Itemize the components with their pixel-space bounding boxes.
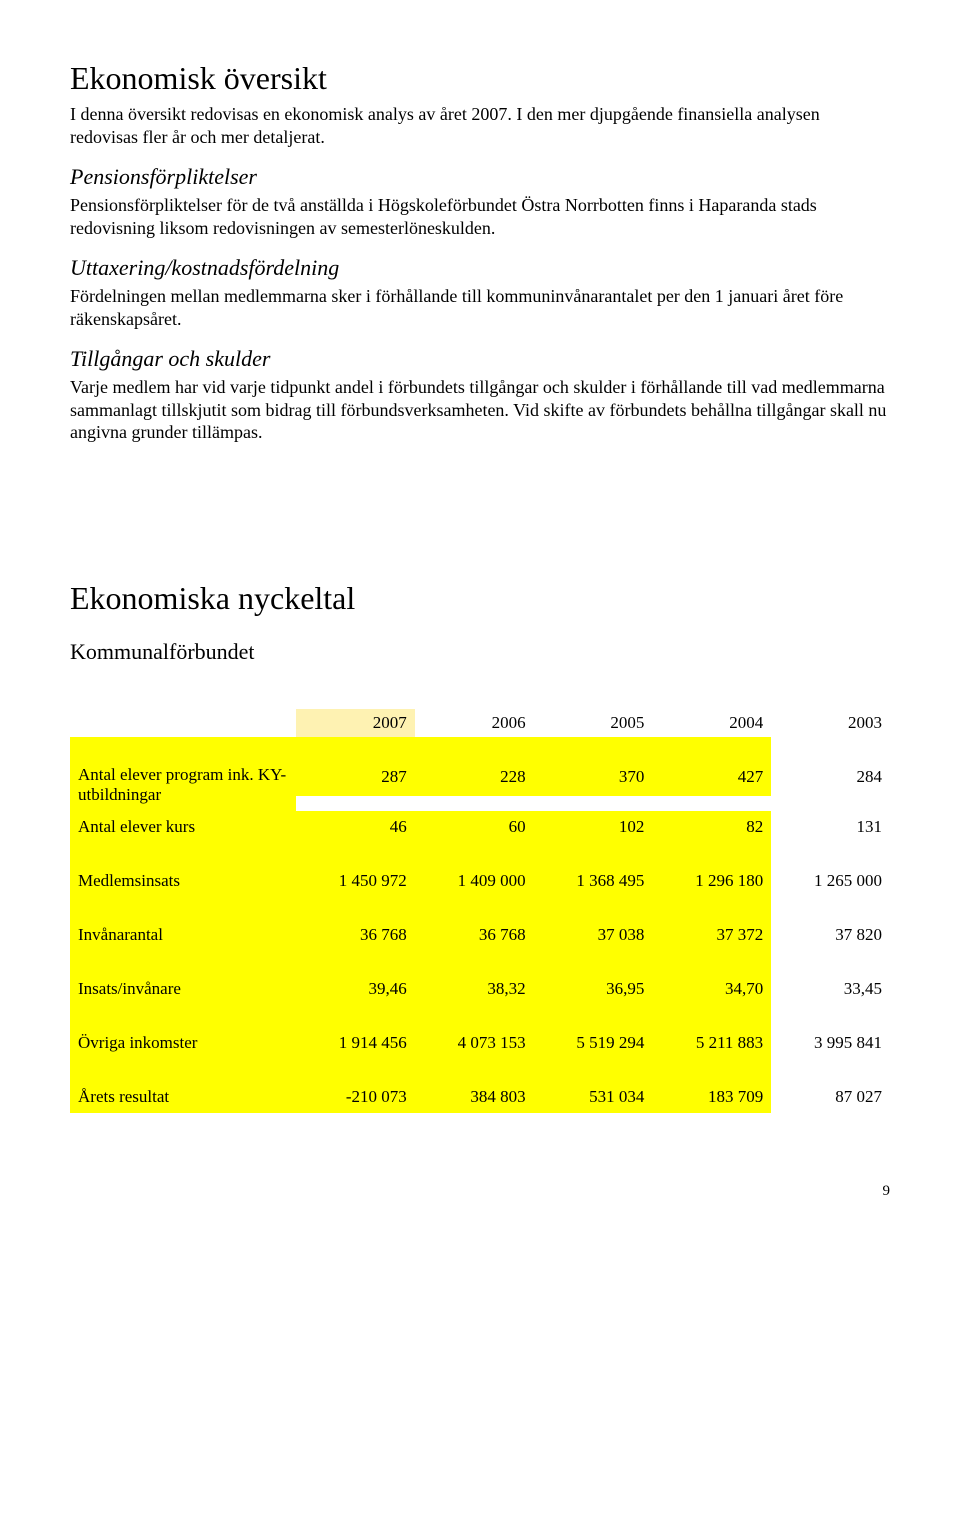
cell: 4 073 153 — [415, 1027, 534, 1059]
cell: 131 — [771, 811, 890, 843]
cell: 284 — [771, 759, 890, 797]
cell: 183 709 — [652, 1081, 771, 1113]
cell: 33,45 — [771, 973, 890, 1005]
section-body-uttaxering: Fördelningen mellan medlemmarna sker i f… — [70, 285, 890, 330]
cell: 3 995 841 — [771, 1027, 890, 1059]
table-row: Invånarantal 36 768 36 768 37 038 37 372… — [70, 919, 890, 951]
year-col: 2006 — [415, 709, 534, 737]
table-row: Medlemsinsats 1 450 972 1 409 000 1 368 … — [70, 865, 890, 897]
year-col: 2007 — [296, 709, 415, 737]
cell: 46 — [296, 811, 415, 843]
intro-paragraph: I denna översikt redovisas en ekonomisk … — [70, 103, 890, 148]
cell: -210 073 — [296, 1081, 415, 1113]
cell: 87 027 — [771, 1081, 890, 1113]
cell: 384 803 — [415, 1081, 534, 1113]
year-col: 2005 — [534, 709, 653, 737]
section-body-tillgangar: Varje medlem har vid varje tidpunkt ande… — [70, 376, 890, 444]
year-col: 2003 — [771, 709, 890, 737]
cell: 427 — [652, 759, 771, 797]
table-row: Antal elever kurs 46 60 102 82 131 — [70, 811, 890, 843]
nyckeltal-subtitle: Kommunalförbundet — [70, 639, 890, 665]
cell: 82 — [652, 811, 771, 843]
year-col: 2004 — [652, 709, 771, 737]
cell: 370 — [534, 759, 653, 797]
row-label: Årets resultat — [70, 1081, 296, 1113]
cell: 37 372 — [652, 919, 771, 951]
cell: 39,46 — [296, 973, 415, 1005]
page-title: Ekonomisk översikt — [70, 60, 890, 97]
table-row: Årets resultat -210 073 384 803 531 034 … — [70, 1081, 890, 1113]
cell: 228 — [415, 759, 534, 797]
cell: 287 — [296, 759, 415, 797]
cell: 36,95 — [534, 973, 653, 1005]
cell: 1 450 972 — [296, 865, 415, 897]
nyckeltal-table: 2007 2006 2005 2004 2003 Antal elever pr… — [70, 709, 890, 1113]
cell: 37 038 — [534, 919, 653, 951]
cell: 60 — [415, 811, 534, 843]
section-heading-uttaxering: Uttaxering/kostnadsfördelning — [70, 255, 890, 281]
cell: 5 211 883 — [652, 1027, 771, 1059]
cell: 1 265 000 — [771, 865, 890, 897]
row-label: Medlemsinsats — [70, 865, 296, 897]
row-label: Antal elever kurs — [70, 811, 296, 843]
cell: 1 914 456 — [296, 1027, 415, 1059]
cell: 1 296 180 — [652, 865, 771, 897]
row-label: Antal elever program ink. KY-utbildninga… — [78, 765, 286, 804]
section-heading-pensions: Pensionsförpliktelser — [70, 164, 890, 190]
cell: 1 409 000 — [415, 865, 534, 897]
nyckeltal-title: Ekonomiska nyckeltal — [70, 580, 890, 617]
row-label: Övriga inkomster — [70, 1027, 296, 1059]
cell: 102 — [534, 811, 653, 843]
cell: 36 768 — [296, 919, 415, 951]
table-header-row: 2007 2006 2005 2004 2003 — [70, 709, 890, 737]
section-heading-tillgangar: Tillgångar och skulder — [70, 346, 890, 372]
cell: 34,70 — [652, 973, 771, 1005]
row-label: Insats/invånare — [70, 973, 296, 1005]
section-body-pensions: Pensionsförpliktelser för de två anställ… — [70, 194, 890, 239]
cell: 1 368 495 — [534, 865, 653, 897]
cell: 38,32 — [415, 973, 534, 1005]
cell: 531 034 — [534, 1081, 653, 1113]
cell: 5 519 294 — [534, 1027, 653, 1059]
row-label: Invånarantal — [70, 919, 296, 951]
table-row: Övriga inkomster 1 914 456 4 073 153 5 5… — [70, 1027, 890, 1059]
cell: 36 768 — [415, 919, 534, 951]
table-row: Antal elever program ink. KY-utbildninga… — [70, 759, 890, 797]
page-number: 9 — [70, 1183, 890, 1200]
cell: 37 820 — [771, 919, 890, 951]
table-row: Insats/invånare 39,46 38,32 36,95 34,70 … — [70, 973, 890, 1005]
